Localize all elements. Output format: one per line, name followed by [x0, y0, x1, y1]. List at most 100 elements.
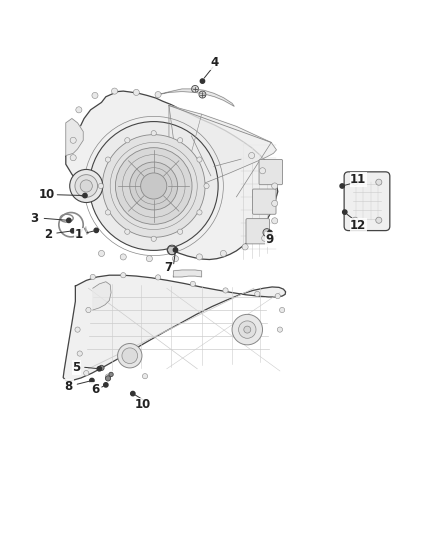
- Circle shape: [197, 157, 202, 162]
- Circle shape: [86, 308, 91, 313]
- Circle shape: [173, 248, 178, 252]
- Circle shape: [99, 251, 105, 256]
- Circle shape: [239, 321, 256, 338]
- Text: 11: 11: [350, 173, 367, 186]
- Text: 10: 10: [135, 398, 151, 411]
- Circle shape: [131, 391, 135, 396]
- Circle shape: [272, 200, 278, 206]
- Circle shape: [133, 90, 139, 95]
- Circle shape: [177, 138, 183, 143]
- Text: 10: 10: [39, 188, 55, 201]
- FancyBboxPatch shape: [253, 189, 276, 214]
- Polygon shape: [173, 270, 201, 277]
- Circle shape: [106, 376, 111, 381]
- Circle shape: [279, 308, 285, 313]
- Circle shape: [142, 374, 148, 379]
- Circle shape: [204, 183, 209, 189]
- Circle shape: [97, 367, 102, 371]
- Polygon shape: [169, 106, 276, 197]
- Circle shape: [275, 294, 280, 298]
- Circle shape: [75, 175, 98, 197]
- Circle shape: [220, 251, 226, 256]
- Circle shape: [254, 292, 260, 296]
- Circle shape: [94, 228, 99, 232]
- Circle shape: [263, 229, 271, 237]
- Text: 9: 9: [266, 233, 274, 246]
- FancyBboxPatch shape: [246, 219, 269, 244]
- FancyBboxPatch shape: [344, 172, 390, 231]
- Polygon shape: [158, 89, 234, 107]
- Circle shape: [173, 256, 179, 262]
- Circle shape: [112, 88, 117, 94]
- Circle shape: [80, 180, 92, 192]
- Circle shape: [151, 131, 156, 136]
- Circle shape: [167, 245, 177, 255]
- Circle shape: [98, 183, 103, 189]
- Circle shape: [141, 173, 167, 199]
- Circle shape: [130, 162, 178, 210]
- Circle shape: [125, 138, 130, 143]
- Circle shape: [104, 383, 108, 387]
- Circle shape: [352, 179, 358, 185]
- FancyBboxPatch shape: [259, 159, 283, 184]
- Circle shape: [120, 254, 126, 260]
- Circle shape: [67, 218, 71, 223]
- Text: 5: 5: [72, 361, 80, 374]
- Circle shape: [90, 274, 95, 279]
- Circle shape: [75, 327, 80, 332]
- Circle shape: [122, 348, 138, 364]
- Circle shape: [272, 218, 278, 224]
- Circle shape: [83, 193, 87, 198]
- Circle shape: [106, 374, 111, 379]
- Circle shape: [70, 137, 76, 143]
- Circle shape: [84, 370, 89, 376]
- Circle shape: [125, 229, 130, 235]
- Circle shape: [242, 244, 248, 250]
- Circle shape: [109, 372, 113, 377]
- Circle shape: [272, 183, 278, 189]
- Text: 7: 7: [164, 261, 172, 274]
- Circle shape: [151, 236, 156, 241]
- Circle shape: [244, 326, 251, 333]
- Circle shape: [155, 92, 161, 98]
- Circle shape: [196, 254, 202, 260]
- Circle shape: [261, 235, 268, 241]
- Circle shape: [200, 79, 205, 83]
- Circle shape: [120, 272, 126, 278]
- Circle shape: [232, 314, 262, 345]
- Circle shape: [268, 230, 272, 235]
- Circle shape: [99, 365, 104, 370]
- Circle shape: [376, 179, 382, 185]
- Text: 1: 1: [75, 228, 83, 241]
- Polygon shape: [93, 282, 111, 310]
- Polygon shape: [66, 91, 278, 260]
- Circle shape: [259, 168, 265, 174]
- Circle shape: [177, 229, 183, 235]
- Polygon shape: [66, 118, 83, 156]
- Circle shape: [106, 157, 110, 162]
- Circle shape: [117, 344, 142, 368]
- Text: 12: 12: [350, 219, 367, 232]
- Circle shape: [70, 155, 76, 161]
- Circle shape: [89, 122, 218, 251]
- Circle shape: [155, 275, 161, 280]
- Circle shape: [191, 85, 198, 92]
- Circle shape: [146, 256, 152, 262]
- Circle shape: [92, 92, 98, 99]
- Circle shape: [340, 184, 344, 188]
- Circle shape: [90, 378, 94, 383]
- Circle shape: [223, 288, 228, 293]
- Circle shape: [199, 91, 206, 98]
- Circle shape: [343, 210, 347, 214]
- Circle shape: [249, 152, 254, 158]
- Text: 2: 2: [44, 228, 52, 241]
- Circle shape: [190, 281, 195, 287]
- Circle shape: [76, 107, 82, 113]
- Circle shape: [77, 351, 82, 356]
- Circle shape: [376, 217, 382, 223]
- Circle shape: [71, 229, 75, 233]
- Circle shape: [102, 135, 205, 237]
- Circle shape: [277, 327, 283, 332]
- Text: 6: 6: [91, 383, 99, 395]
- Text: 8: 8: [65, 379, 73, 393]
